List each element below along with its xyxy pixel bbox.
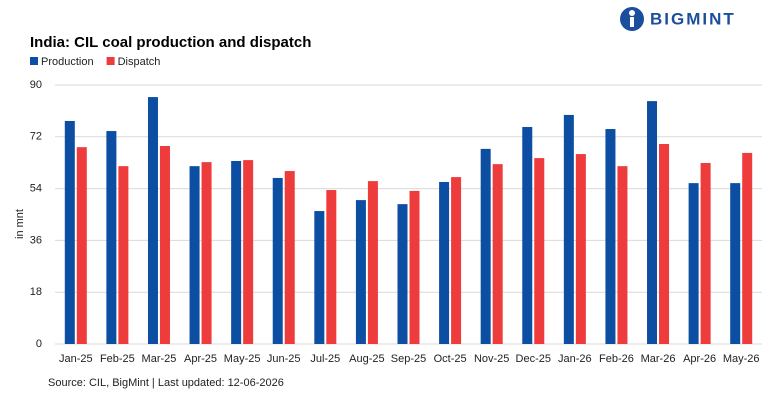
bar bbox=[647, 101, 658, 344]
legend-label: Production bbox=[41, 56, 94, 68]
legend-swatch bbox=[106, 57, 115, 65]
bar bbox=[730, 183, 741, 344]
bar bbox=[605, 129, 616, 344]
bar bbox=[688, 183, 699, 344]
bar bbox=[700, 162, 711, 344]
bar bbox=[397, 204, 408, 344]
x-tick-label: Jan-26 bbox=[558, 353, 592, 365]
bar bbox=[563, 114, 574, 344]
source: Source: CIL, BigMint | Last updated: 12-… bbox=[48, 377, 284, 389]
bar bbox=[534, 158, 545, 344]
x-tick-label: Feb-26 bbox=[599, 353, 634, 365]
x-tick-label: Jun-25 bbox=[267, 353, 301, 365]
x-tick-label: Nov-25 bbox=[474, 353, 509, 365]
y-tick-label: 18 bbox=[30, 286, 42, 298]
x-tick-label: Jul-25 bbox=[310, 353, 340, 365]
x-tick-label: Apr-26 bbox=[683, 353, 716, 365]
bar bbox=[617, 166, 628, 344]
bar bbox=[272, 177, 283, 344]
bar bbox=[480, 148, 491, 344]
y-axis-label: in mnt bbox=[14, 209, 26, 239]
y-tick-label: 72 bbox=[30, 131, 42, 143]
y-tick-label: 0 bbox=[36, 338, 42, 350]
bar bbox=[355, 200, 366, 344]
x-tick-label: Dec-25 bbox=[516, 353, 551, 365]
y-tick-label: 90 bbox=[30, 79, 42, 91]
x-tick-label: Oct-25 bbox=[434, 353, 467, 365]
x-tick-label: Sep-25 bbox=[391, 353, 426, 365]
bar bbox=[189, 166, 200, 344]
bar bbox=[147, 97, 158, 344]
chart-title: India: CIL coal production and dispatch bbox=[30, 34, 311, 51]
bar bbox=[314, 211, 325, 344]
bar bbox=[451, 177, 462, 344]
bar bbox=[64, 120, 75, 344]
bar bbox=[409, 190, 420, 344]
bar bbox=[439, 181, 450, 344]
bar bbox=[201, 162, 212, 344]
bar bbox=[231, 160, 242, 344]
x-tick-label: Jan-25 bbox=[59, 353, 93, 365]
bar bbox=[659, 143, 670, 344]
bar bbox=[367, 181, 378, 344]
bar bbox=[492, 164, 503, 344]
x-tick-label: Mar-25 bbox=[142, 353, 177, 365]
legend-swatch bbox=[30, 57, 38, 65]
y-tick-label: 54 bbox=[30, 183, 42, 195]
bar bbox=[522, 127, 533, 344]
bar bbox=[284, 171, 295, 344]
y-tick-label: 36 bbox=[30, 234, 42, 246]
logo: BIGMINT bbox=[620, 7, 736, 31]
bar bbox=[106, 131, 117, 344]
x-tick-label: Mar-26 bbox=[641, 353, 676, 365]
bar bbox=[326, 190, 337, 344]
bar bbox=[742, 152, 753, 344]
bar bbox=[575, 154, 586, 344]
bar bbox=[159, 146, 170, 344]
x-tick-label: May-26 bbox=[723, 353, 760, 365]
bar bbox=[243, 160, 254, 344]
x-tick-label: May-25 bbox=[224, 353, 261, 365]
x-tick-label: Feb-25 bbox=[100, 353, 135, 365]
x-tick-label: Apr-25 bbox=[184, 353, 217, 365]
bar bbox=[76, 147, 87, 344]
bar bbox=[118, 166, 129, 344]
legend-label: Dispatch bbox=[118, 56, 161, 68]
logo-text: BIGMINT bbox=[650, 9, 736, 28]
x-tick-label: Aug-25 bbox=[349, 353, 384, 365]
